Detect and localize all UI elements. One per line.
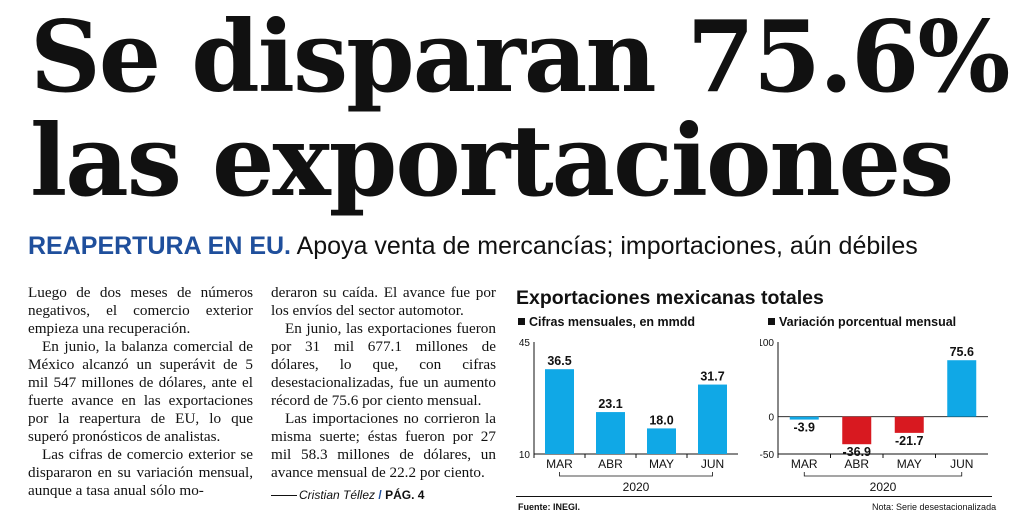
headline-line-1: Se disparan 75.6%	[30, 0, 1011, 115]
category-label: JUN	[950, 457, 973, 471]
bar-mar	[545, 369, 574, 454]
data-label: 36.5	[547, 354, 571, 368]
y-tick-label: 100	[760, 338, 774, 349]
article-column-2: deraron su caída. El avance fue por los …	[271, 284, 496, 504]
subhead-dek: Apoya venta de mercancías; importaciones…	[296, 232, 918, 260]
category-label: MAY	[897, 457, 922, 471]
byline-rule	[271, 495, 297, 497]
period-label: 2020	[870, 480, 897, 494]
data-label: 31.7	[700, 370, 724, 384]
article-paragraph: Las cifras de comercio exterior se dispa…	[28, 446, 253, 499]
data-label: 23.1	[598, 397, 622, 411]
bar-abr	[596, 412, 625, 454]
chart-note: Nota: Serie desestacionalizada	[872, 502, 997, 512]
article-paragraph: deraron su caída. El avance fue por los …	[271, 284, 496, 319]
article-paragraph: En junio, las exportaciones fueron por 3…	[271, 320, 496, 409]
category-label: MAY	[649, 457, 674, 471]
y-tick-label: 45	[519, 338, 531, 349]
y-tick-label: 10	[519, 450, 531, 461]
subhead-kicker: REAPERTURA EN EU.	[28, 232, 291, 260]
data-label: 75.6	[950, 345, 974, 359]
byline-page-ref[interactable]: PÁG. 4	[385, 488, 425, 502]
category-label: MAR	[546, 457, 573, 471]
byline-slash: /	[378, 488, 382, 502]
headline-line-2: las exportaciones	[30, 104, 954, 219]
chart-2-title: Variación porcentual mensual	[768, 315, 956, 329]
y-tick-label: 0	[768, 413, 774, 424]
square-bullet-icon	[768, 318, 775, 325]
subhead: REAPERTURA EN EU. Apoya venta de mercanc…	[28, 232, 1008, 261]
period-bracket	[559, 472, 713, 477]
category-label: ABR	[598, 457, 623, 471]
chart-1-title: Cifras mensuales, en mmdd	[518, 315, 695, 329]
data-label: -3.9	[793, 421, 815, 435]
data-label: -36.9	[843, 445, 872, 459]
chart-source: Fuente: INEGI.	[518, 502, 581, 512]
period-bracket	[803, 472, 963, 477]
article-paragraph: Luego de dos meses de números negativos,…	[28, 284, 253, 337]
data-label: -21.7	[895, 434, 924, 448]
data-label: 18.0	[649, 413, 673, 427]
article-column-1: Luego de dos meses de números negativos,…	[28, 284, 253, 500]
byline: Cristian Téllez / PÁG. 4	[271, 486, 496, 504]
chart-1-title-text: Cifras mensuales, en mmdd	[529, 315, 696, 329]
category-label: MAR	[791, 457, 818, 471]
category-label: JUN	[701, 457, 724, 471]
bar-mar	[789, 416, 819, 420]
bar-jun	[698, 384, 727, 454]
footer-rule	[516, 496, 992, 497]
chart-2-title-text: Variación porcentual mensual	[779, 315, 957, 329]
bar-may	[647, 428, 676, 454]
graphic-title: Exportaciones mexicanas totales	[516, 287, 824, 309]
bar-abr	[842, 416, 872, 445]
period-label: 2020	[623, 480, 650, 494]
bar-may	[894, 416, 924, 433]
y-tick-label: -50	[760, 450, 774, 461]
article-paragraph: Las importaciones no corrieron la misma …	[271, 410, 496, 481]
square-bullet-icon	[518, 318, 525, 325]
monthly-exports-chart: 45 10 36.5 MAR 23.1 ABR 18.0 MAY 31.7 JUN 2020	[519, 338, 738, 494]
bar-jun	[947, 360, 977, 417]
article-paragraph: En junio, la balanza comercial de México…	[28, 338, 253, 445]
headline: Se disparan 75.6% las exportaciones	[30, 0, 1011, 219]
category-label: ABR	[844, 457, 869, 471]
byline-author: Cristian Téllez	[299, 488, 376, 502]
